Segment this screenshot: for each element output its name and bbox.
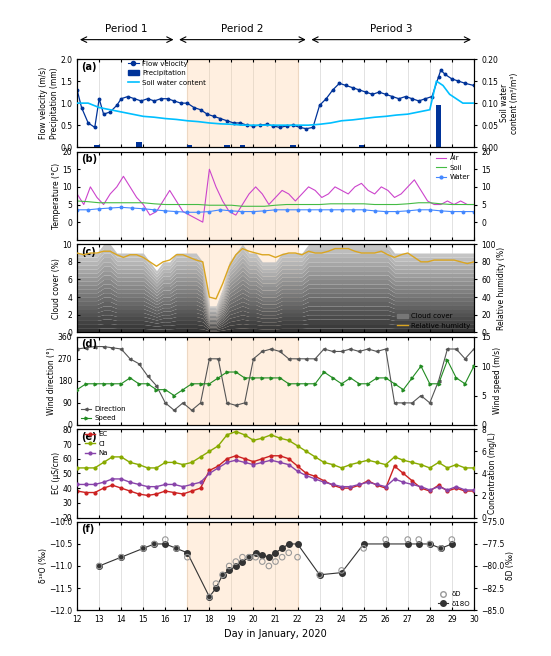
Y-axis label: Cloud cover (%): Cloud cover (%) <box>52 258 61 319</box>
Point <box>161 534 170 544</box>
Bar <box>187 152 298 240</box>
Y-axis label: Relative humidity (%): Relative humidity (%) <box>498 247 506 330</box>
Text: (c): (c) <box>81 247 96 256</box>
Point <box>264 561 273 571</box>
Y-axis label: Wind speed (m/s): Wind speed (m/s) <box>493 347 501 415</box>
Point <box>139 543 148 554</box>
Bar <box>436 106 441 147</box>
Point <box>258 556 267 567</box>
Text: Period 2: Period 2 <box>221 24 264 34</box>
Bar <box>136 142 142 147</box>
Text: (e): (e) <box>81 432 97 442</box>
Point <box>284 548 293 558</box>
Point <box>414 534 423 544</box>
Legend: Direction, Speed: Direction, Speed <box>80 406 126 421</box>
Point <box>150 539 159 549</box>
Legend: EC, Cl, Na: EC, Cl, Na <box>85 431 108 456</box>
Bar <box>187 145 192 147</box>
Bar <box>224 146 230 147</box>
Y-axis label: EC (μS/cm): EC (μS/cm) <box>52 453 61 495</box>
Point <box>293 552 302 562</box>
Y-axis label: Soil water
content (m³/m³): Soil water content (m³/m³) <box>500 72 519 134</box>
Text: (a): (a) <box>81 62 96 72</box>
Point <box>436 543 445 554</box>
Text: (b): (b) <box>81 154 97 164</box>
Y-axis label: δ¹⁸O (‰): δ¹⁸O (‰) <box>39 548 47 583</box>
Text: (f): (f) <box>81 525 94 535</box>
Text: (d): (d) <box>81 339 97 350</box>
Bar <box>359 145 364 147</box>
Point <box>403 534 412 544</box>
Y-axis label: Flow velocity (m/s)
Precipitation (mm): Flow velocity (m/s) Precipitation (mm) <box>39 67 59 139</box>
Point <box>359 543 368 554</box>
Point <box>117 552 126 562</box>
Point <box>381 534 390 544</box>
Bar <box>187 337 298 425</box>
Point <box>447 534 456 544</box>
Point <box>231 556 240 567</box>
Point <box>425 539 434 549</box>
Legend: Air, Soil, Water: Air, Soil, Water <box>436 155 471 180</box>
Point <box>225 561 234 571</box>
Point <box>337 565 346 576</box>
Point <box>245 552 253 562</box>
Text: Period 1: Period 1 <box>105 24 148 34</box>
Point <box>183 552 192 562</box>
X-axis label: Day in January, 2020: Day in January, 2020 <box>224 630 327 640</box>
Point <box>238 552 247 562</box>
Point <box>95 561 104 571</box>
Y-axis label: Temperature (°C): Temperature (°C) <box>52 163 61 229</box>
Point <box>315 569 324 580</box>
Point <box>172 543 181 554</box>
Bar <box>240 145 245 147</box>
Y-axis label: Concentration (mg/L): Concentration (mg/L) <box>488 432 497 514</box>
Point <box>205 592 214 602</box>
Point <box>278 552 287 562</box>
Y-axis label: δD (‰): δD (‰) <box>506 552 515 581</box>
Bar <box>94 145 100 147</box>
Point <box>212 579 220 589</box>
Point <box>218 569 227 580</box>
Text: Period 3: Period 3 <box>370 24 413 34</box>
Bar <box>290 145 296 147</box>
Bar <box>187 429 298 518</box>
Bar <box>187 59 298 147</box>
Y-axis label: Wind direction (°): Wind direction (°) <box>47 347 56 415</box>
Legend: Cloud cover, Relative humidty: Cloud cover, Relative humidty <box>397 314 471 329</box>
Bar <box>187 522 298 610</box>
Legend: Flow velocity, Precipitation, Soil water content: Flow velocity, Precipitation, Soil water… <box>128 61 206 86</box>
Bar <box>187 244 298 333</box>
Legend: δD, δ18O: δD, δ18O <box>438 591 471 607</box>
Point <box>271 556 280 567</box>
Point <box>251 552 260 562</box>
